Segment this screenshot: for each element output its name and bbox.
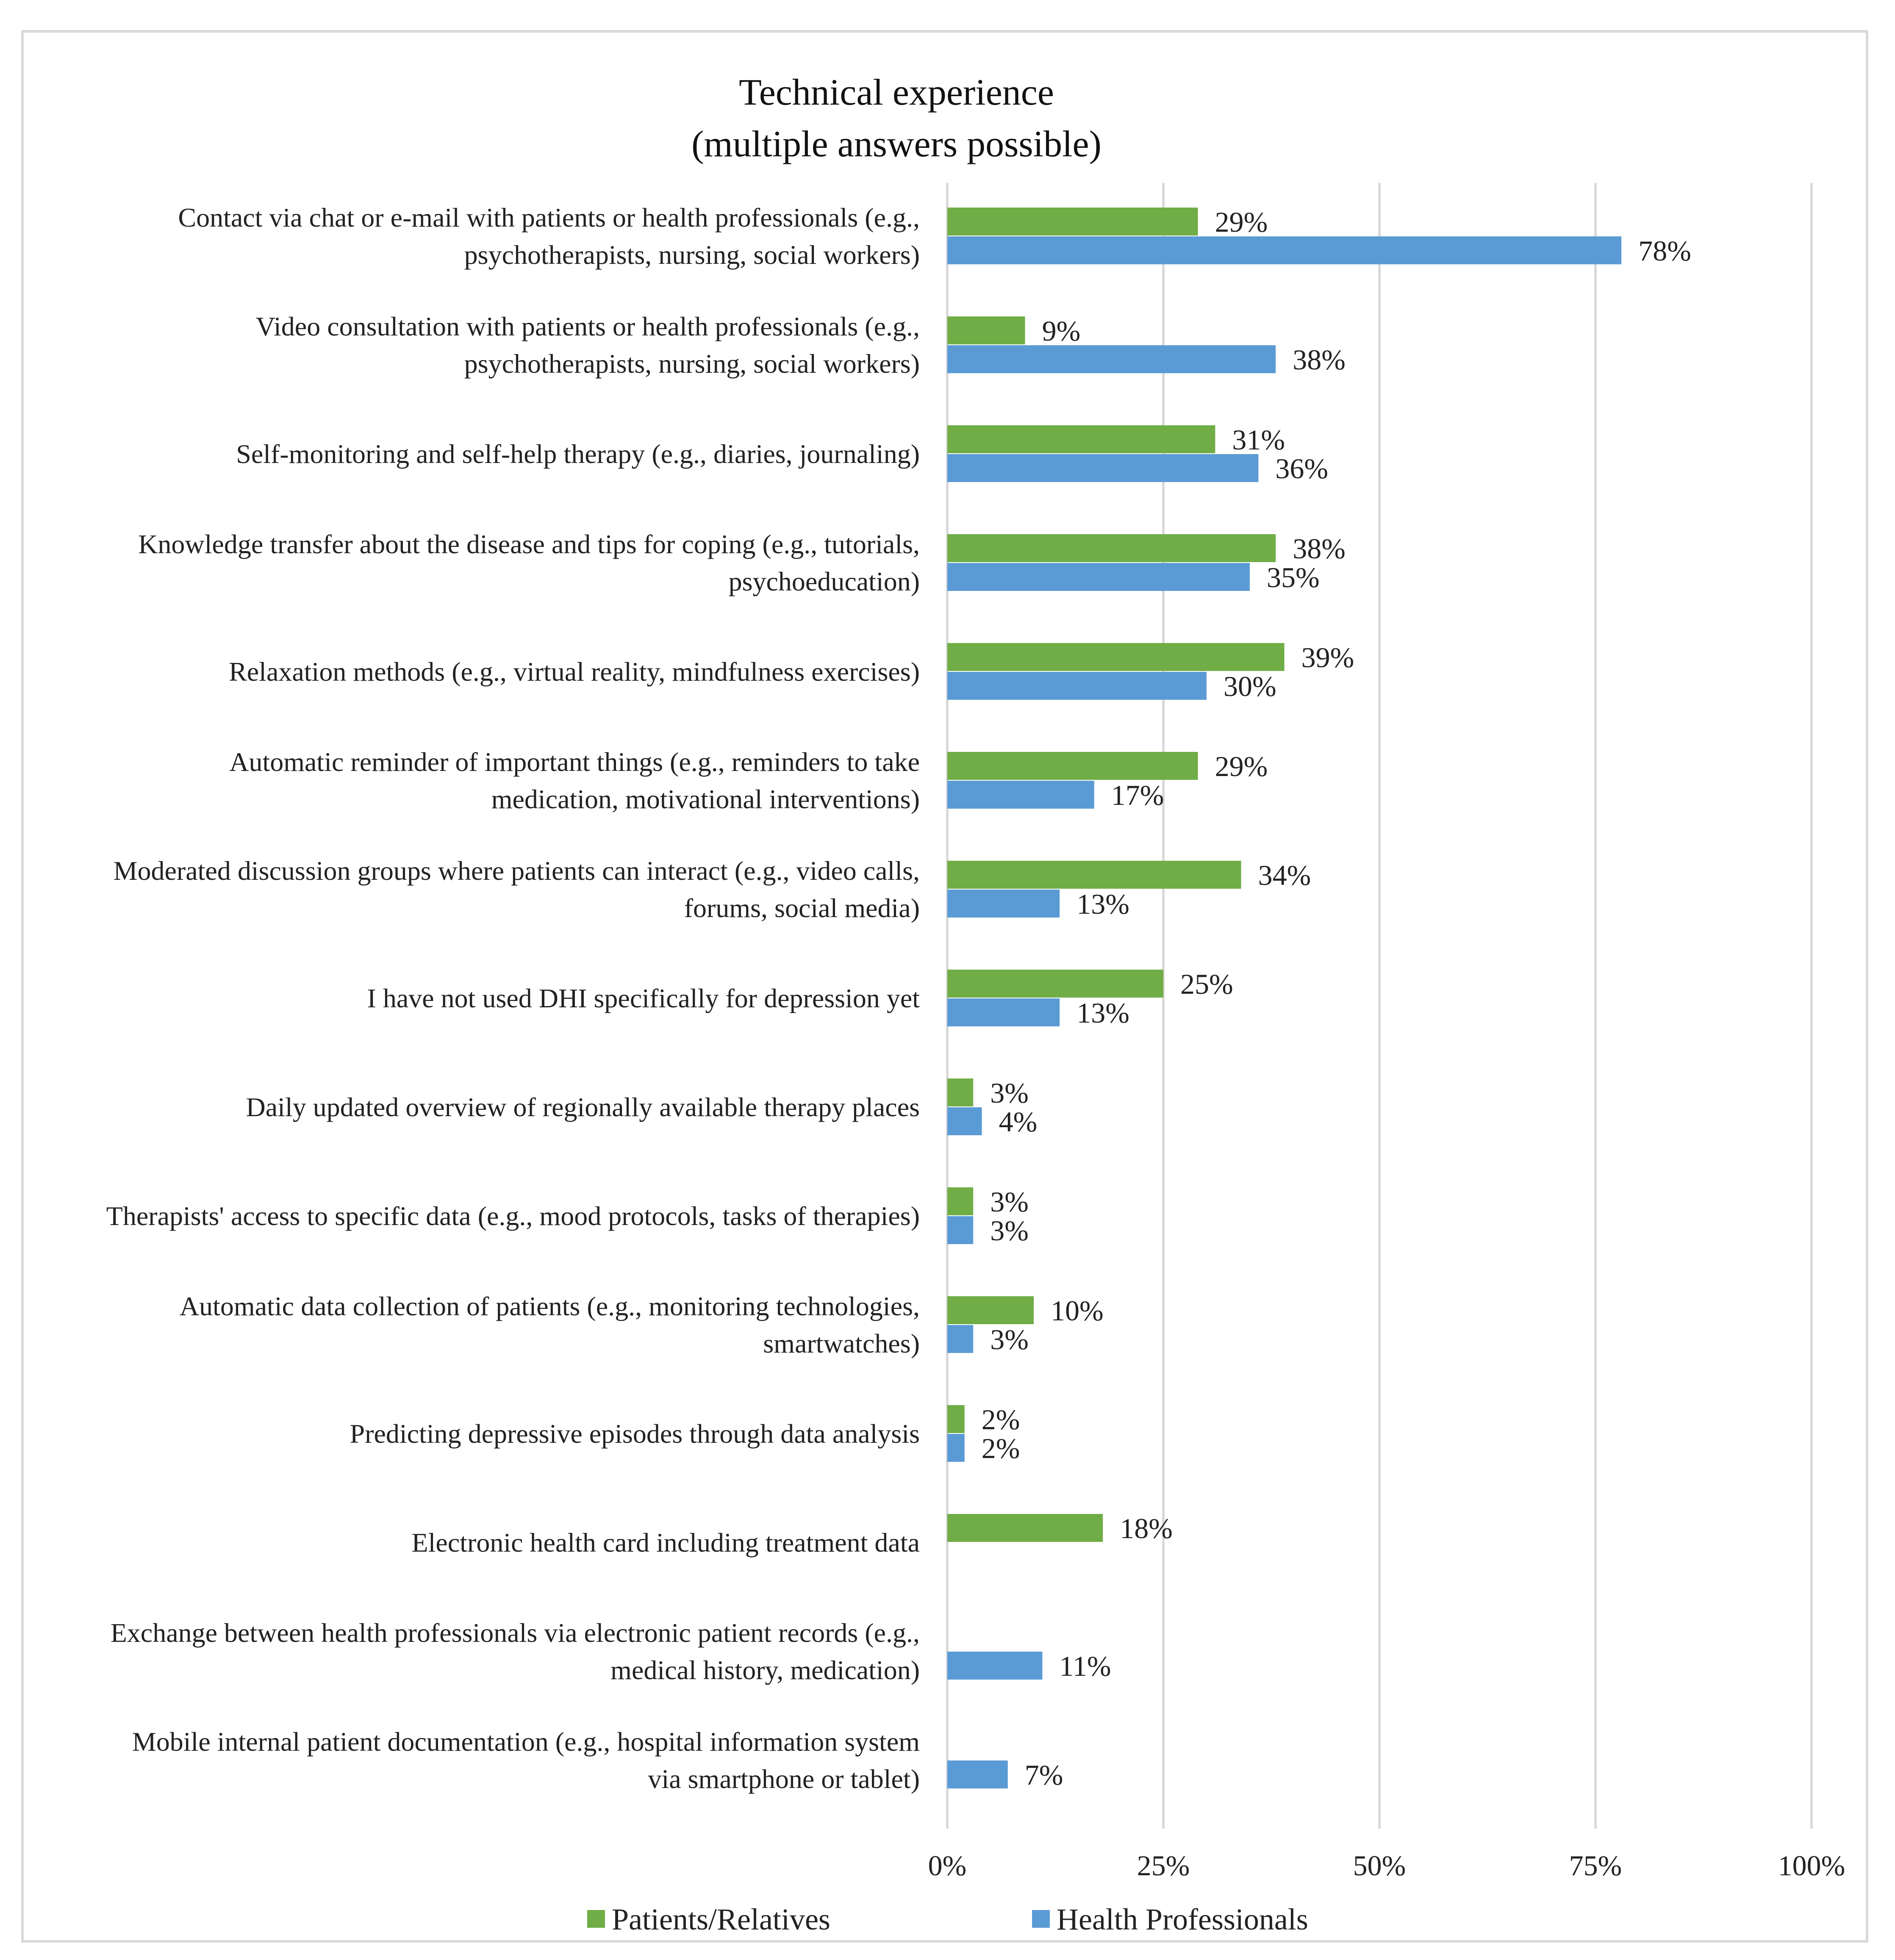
data-label: 18%	[1120, 1512, 1173, 1544]
category-label: psychotherapists, nursing, social worker…	[464, 240, 920, 270]
x-tick-label: 100%	[1778, 1849, 1845, 1882]
bar-patients-relatives	[947, 208, 1198, 236]
data-label: 4%	[999, 1106, 1038, 1138]
data-label: 13%	[1077, 997, 1129, 1029]
title-layer: Technical experience (multiple answers po…	[691, 72, 1101, 165]
data-label: 9%	[1042, 315, 1081, 347]
data-label: 3%	[990, 1186, 1029, 1218]
bar-patients-relatives	[947, 425, 1215, 453]
bar-patients-relatives	[947, 1187, 974, 1215]
category-label: Video consultation with patients or heal…	[256, 311, 920, 341]
data-label: 34%	[1258, 859, 1311, 891]
category-label: smartwatches)	[763, 1328, 920, 1358]
bar-health-professionals	[947, 781, 1094, 809]
x-tick-label: 25%	[1137, 1849, 1190, 1882]
bar-health-professionals	[947, 1760, 1008, 1788]
category-label: Predicting depressive episodes through d…	[350, 1419, 920, 1449]
x-tick-label: 75%	[1569, 1849, 1622, 1882]
category-label: forums, social media)	[684, 893, 920, 923]
chart-title: Technical experience	[739, 72, 1054, 113]
x-tick-label: 50%	[1353, 1849, 1406, 1882]
category-label: Contact via chat or e-mail with patients…	[178, 202, 920, 233]
category-label: Daily updated overview of regionally ava…	[246, 1092, 920, 1122]
category-label: Automatic data collection of patients (e…	[180, 1291, 920, 1321]
legend-swatch-health-professionals	[1032, 1910, 1050, 1928]
category-label: psychotherapists, nursing, social worker…	[464, 349, 920, 379]
data-label: 2%	[982, 1403, 1020, 1436]
legend-layer: Patients/Relatives Health Professionals	[587, 1902, 1308, 1936]
bar-health-professionals	[947, 1107, 982, 1135]
data-label: 17%	[1111, 779, 1164, 811]
category-label: Moderated discussion groups where patien…	[114, 856, 920, 886]
category-label: Knowledge transfer about the disease and…	[138, 529, 920, 559]
labels-layer: 0% 25% 50% 75% 100% Contact via chat or e-mai…	[106, 202, 1845, 1882]
category-label: via smartphone or tablet)	[648, 1764, 920, 1794]
category-label: Mobile internal patient documentation (e…	[132, 1727, 920, 1757]
category-label: medical history, medication)	[610, 1655, 920, 1685]
data-label: 29%	[1215, 206, 1268, 238]
bar-health-professionals	[947, 998, 1060, 1026]
bar-patients-relatives	[947, 1078, 974, 1106]
chart-frame: 0% 25% 50% 75% 100% Contact via chat or e-mai…	[21, 30, 1868, 1943]
category-label: psychoeducation)	[729, 566, 920, 596]
bar-health-professionals	[947, 1216, 974, 1244]
bar-patients-relatives	[947, 970, 1163, 998]
bar-patients-relatives	[947, 1296, 1034, 1324]
legend-label-patients-relatives: Patients/Relatives	[612, 1902, 830, 1936]
data-label: 3%	[990, 1323, 1029, 1356]
bar-patients-relatives	[947, 534, 1276, 562]
category-label: Self-monitoring and self-help therapy (e…	[236, 439, 920, 469]
category-label: Therapists' access to specific data (e.g…	[106, 1201, 920, 1231]
data-label: 39%	[1301, 641, 1354, 674]
bar-health-professionals	[947, 890, 1060, 918]
legend-swatch-patients-relatives	[587, 1910, 605, 1928]
bar-patients-relatives	[947, 316, 1025, 344]
bar-health-professionals	[947, 1652, 1043, 1680]
data-label: 7%	[1025, 1759, 1063, 1791]
category-label: medication, motivational interventions)	[491, 784, 920, 814]
data-label: 35%	[1267, 561, 1320, 593]
bar-patients-relatives	[947, 643, 1285, 671]
bar-patients-relatives	[947, 1405, 965, 1433]
data-label: 11%	[1059, 1650, 1111, 1682]
category-label: Automatic reminder of important things (…	[229, 747, 920, 777]
bar-health-professionals	[947, 563, 1250, 591]
category-label: I have not used DHI specifically for dep…	[367, 983, 920, 1013]
data-label: 3%	[990, 1214, 1029, 1247]
x-tick-label: 0%	[928, 1849, 967, 1882]
bar-health-professionals	[947, 345, 1276, 373]
data-label: 36%	[1275, 452, 1328, 485]
bar-patients-relatives	[947, 861, 1241, 889]
data-label: 78%	[1638, 235, 1691, 267]
bar-patients-relatives	[947, 752, 1198, 780]
bar-health-professionals	[947, 1325, 974, 1353]
category-label: Electronic health card including treatme…	[412, 1528, 920, 1558]
bar-health-professionals	[947, 672, 1207, 700]
data-label: 38%	[1293, 532, 1346, 565]
bar-health-professionals	[947, 236, 1622, 264]
legend-label-health-professionals: Health Professionals	[1057, 1902, 1308, 1936]
bar-health-professionals	[947, 454, 1259, 482]
data-label: 25%	[1180, 968, 1233, 1000]
data-label: 2%	[982, 1432, 1020, 1464]
data-label: 10%	[1051, 1295, 1104, 1327]
data-label: 31%	[1232, 424, 1285, 456]
data-label: 38%	[1293, 344, 1346, 376]
category-label: Relaxation methods (e.g., virtual realit…	[229, 657, 920, 687]
category-label: Exchange between health professionals vi…	[111, 1618, 920, 1648]
bars-layer	[947, 208, 1622, 1788]
chart-svg: 0% 25% 50% 75% 100% Contact via chat or e-mai…	[106, 72, 1845, 1936]
bar-patients-relatives	[947, 1514, 1103, 1542]
data-label: 3%	[990, 1077, 1029, 1109]
data-label: 30%	[1224, 670, 1276, 702]
data-label: 29%	[1215, 750, 1268, 782]
data-label: 13%	[1077, 888, 1129, 920]
chart-subtitle: (multiple answers possible)	[691, 124, 1101, 165]
bar-health-professionals	[947, 1434, 965, 1462]
